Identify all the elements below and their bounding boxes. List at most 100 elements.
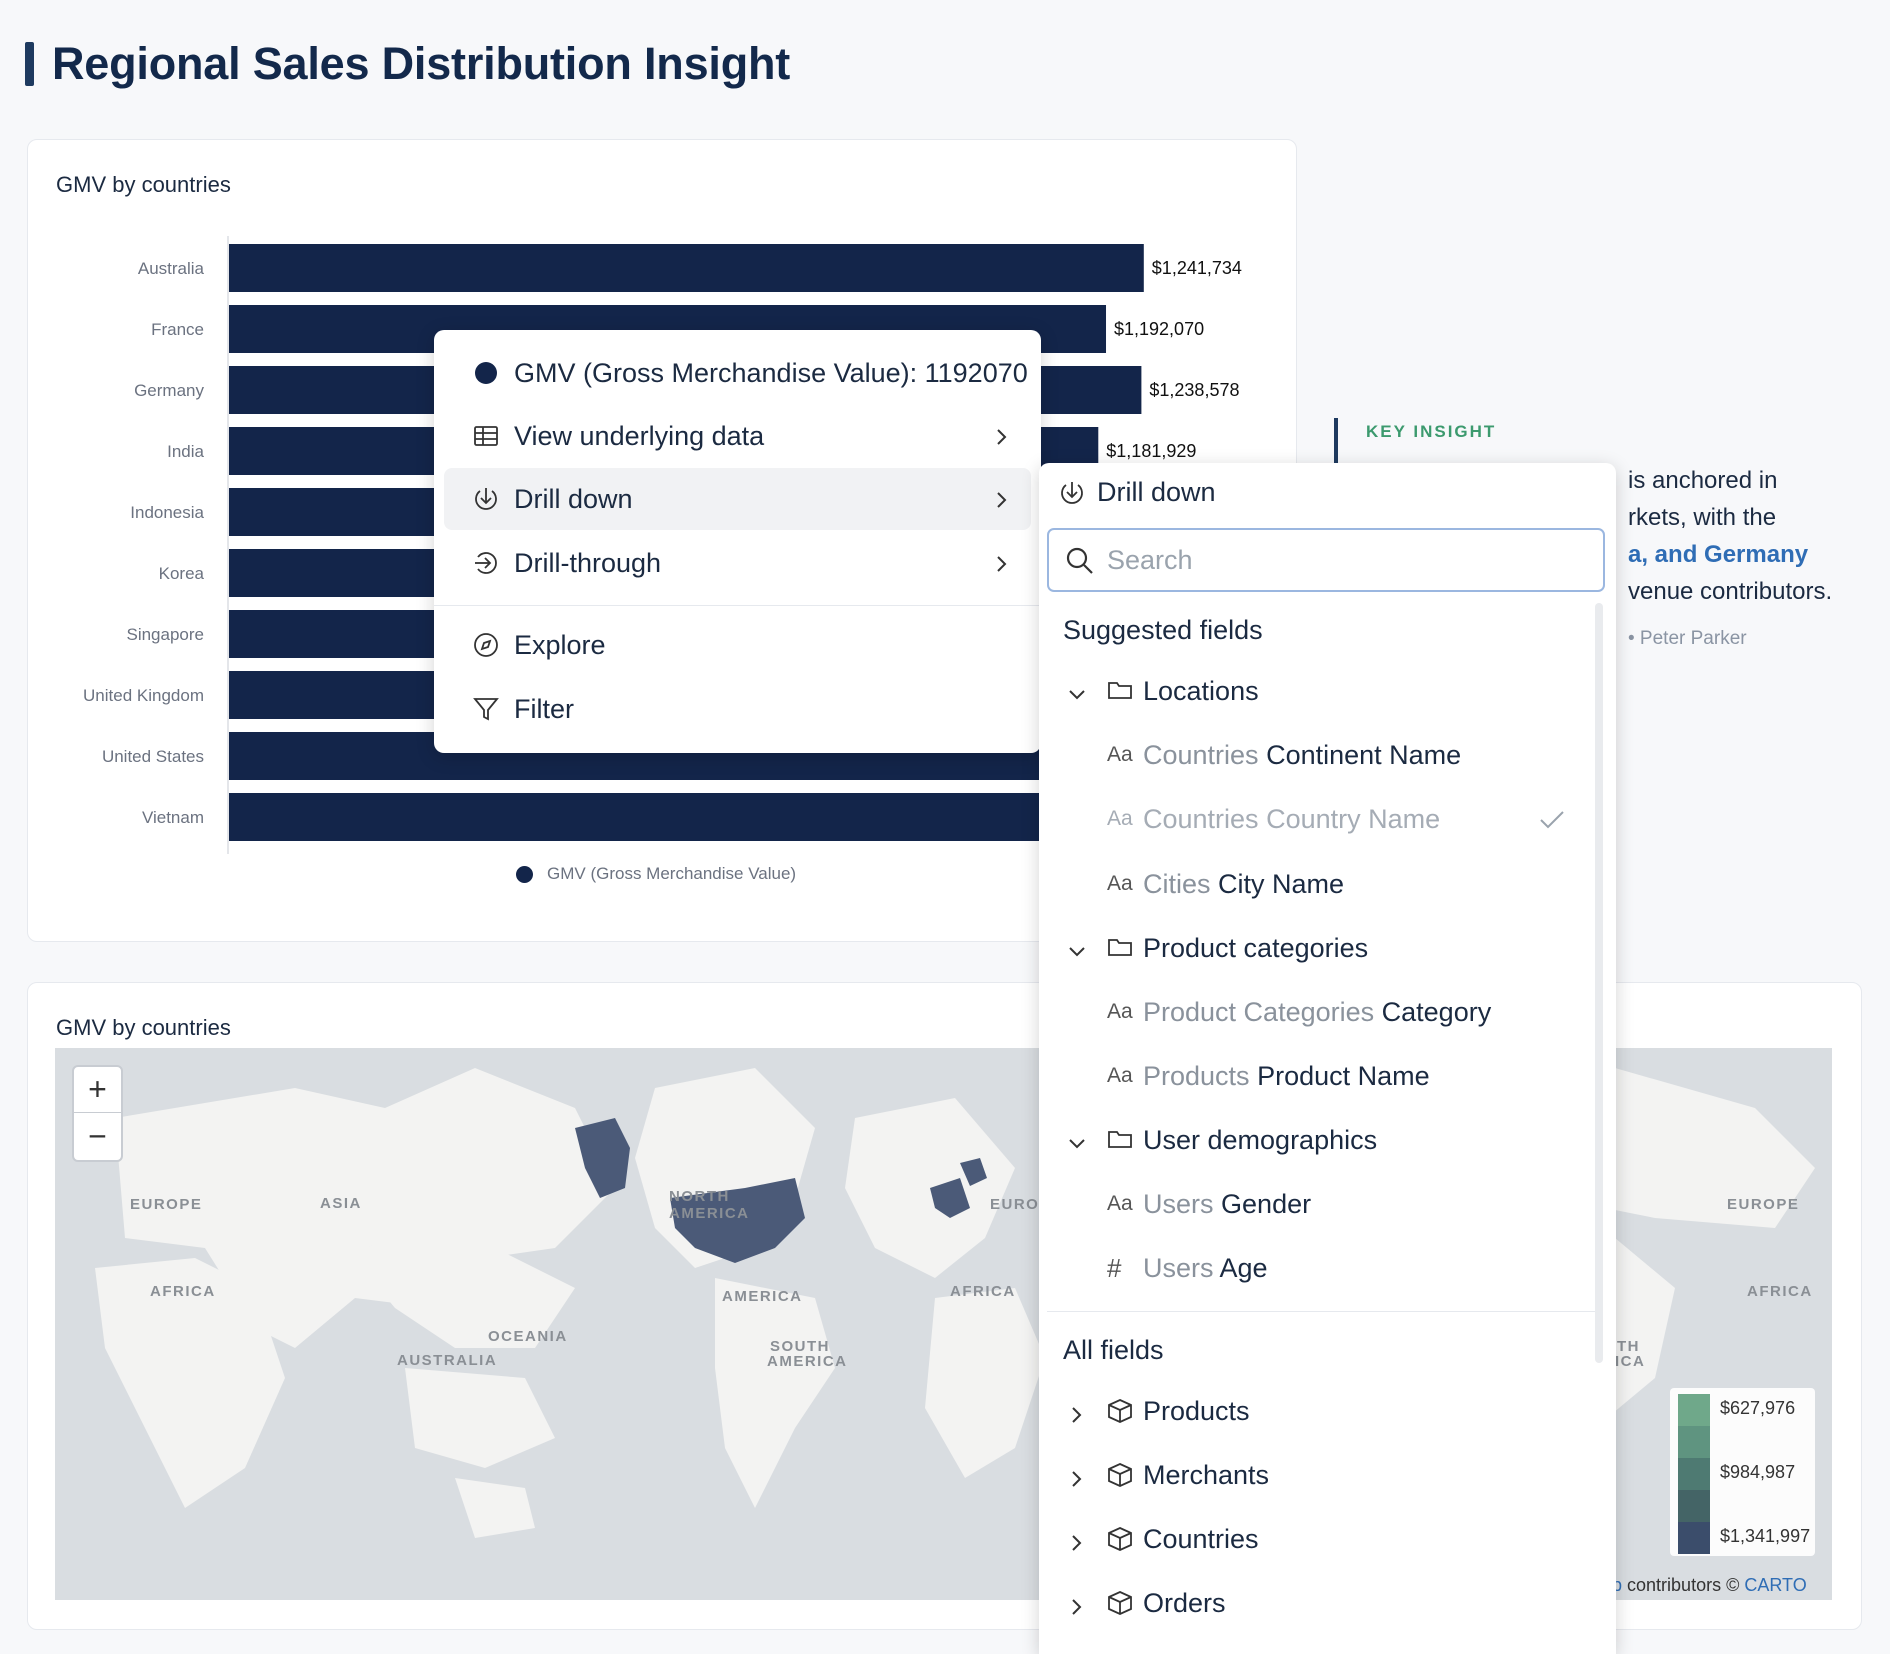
legend-swatch (1678, 1522, 1710, 1554)
insight-line-2: rkets, with the (1628, 504, 1777, 531)
cube-icon (1107, 1526, 1133, 1559)
text-type-icon: Aa (1107, 807, 1133, 830)
zoom-in-button[interactable]: + (74, 1067, 121, 1113)
page-title-text: Regional Sales Distribution Insight (52, 38, 791, 89)
bar[interactable] (229, 793, 1074, 841)
y-tick-label: United States (102, 747, 204, 766)
folder-icon (1107, 678, 1133, 709)
y-tick-label: France (151, 320, 204, 339)
field-label: Users Age (1143, 1253, 1268, 1283)
model-label: Countries (1143, 1524, 1259, 1554)
cube-icon (1107, 1462, 1133, 1495)
text-type-icon: Aa (1107, 743, 1133, 766)
page-title: Regional Sales Distribution Insight (25, 38, 790, 90)
menu-item-drill-down[interactable]: Drill down (444, 468, 1031, 530)
map-label: OCEANIA (488, 1328, 568, 1345)
map-label: AMERICA (722, 1288, 803, 1305)
field-label: Countries Country Name (1143, 804, 1441, 834)
model-products[interactable]: Products (1039, 1383, 1599, 1439)
data-label: $1,192,070 (1114, 319, 1204, 339)
group-label: Locations (1143, 676, 1259, 706)
map-label: AUSTRALIA (397, 1352, 498, 1369)
map-label: ICA (1615, 1353, 1646, 1370)
field-product-name[interactable]: Aa Products Product Name (1039, 1048, 1599, 1104)
carto-link[interactable]: CARTO (1744, 1575, 1807, 1595)
chevron-right-icon (995, 424, 1009, 455)
legend-swatch (1678, 1490, 1710, 1522)
key-insight-text: is anchored in rkets, with the a, and Ge… (1366, 462, 1866, 610)
text-type-icon: Aa (1107, 1064, 1133, 1087)
field-age[interactable]: # Users Age (1039, 1240, 1599, 1296)
y-tick-label: Singapore (126, 625, 204, 644)
search-icon (1065, 546, 1095, 581)
osm-link[interactable]: p (1612, 1575, 1623, 1595)
model-orders[interactable]: Orders (1039, 1575, 1599, 1631)
group-locations[interactable]: Locations (1039, 663, 1599, 719)
key-insight-label: KEY INSIGHT (1366, 422, 1497, 441)
menu-item-label: View underlying data (514, 420, 765, 451)
chart-legend[interactable]: GMV (Gross Merchandise Value) (516, 864, 796, 884)
y-tick-label: Germany (134, 381, 204, 400)
text-type-icon: Aa (1107, 872, 1133, 895)
menu-item-label: Explore (514, 629, 606, 660)
search-input[interactable] (1107, 544, 1577, 576)
y-tick-label: Vietnam (142, 808, 204, 827)
menu-item-filter[interactable]: Filter (444, 678, 1031, 740)
chevron-down-icon (1067, 938, 1087, 969)
menu-item-label: Drill-through (514, 547, 662, 578)
field-search[interactable] (1047, 528, 1605, 592)
series-dot-icon (472, 359, 500, 387)
drill-through-icon (472, 549, 500, 577)
drill-down-panel: Drill down Suggested fields Locations Aa… (1039, 463, 1616, 1654)
text-type-icon: Aa (1107, 1192, 1133, 1215)
menu-item-drill-through[interactable]: Drill-through (444, 532, 1031, 594)
key-insight: KEY INSIGHT is anchored in rkets, with t… (1334, 418, 1854, 658)
context-menu-header: GMV (Gross Merchandise Value): 1192070 (444, 342, 1031, 404)
group-product-categories[interactable]: Product categories (1039, 920, 1599, 976)
map-label: EUROPE (1727, 1196, 1800, 1213)
data-label: $1,241,734 (1152, 258, 1242, 278)
legend-swatch (1678, 1426, 1710, 1458)
zoom-out-button[interactable]: − (88, 1117, 107, 1154)
model-merchants[interactable]: Merchants (1039, 1447, 1599, 1503)
map-label: TH (1617, 1338, 1640, 1355)
cube-icon (1107, 1398, 1133, 1431)
group-label: User demographics (1143, 1125, 1378, 1155)
bar[interactable] (229, 244, 1144, 292)
menu-divider (434, 605, 1041, 606)
field-continent-name[interactable]: Aa Countries Continent Name (1039, 727, 1599, 783)
all-fields-heading: All fields (1063, 1335, 1164, 1365)
model-label: Orders (1143, 1588, 1226, 1618)
y-tick-label: United Kingdom (83, 686, 204, 705)
chevron-right-icon (995, 487, 1009, 518)
panel-divider (1047, 1311, 1595, 1312)
field-category[interactable]: Aa Product Categories Category (1039, 984, 1599, 1040)
field-gender[interactable]: Aa Users Gender (1039, 1176, 1599, 1232)
context-menu: GMV (Gross Merchandise Value): 1192070 V… (434, 330, 1041, 753)
chevron-right-icon (1067, 1529, 1087, 1560)
legend-swatch (1678, 1394, 1710, 1426)
model-countries[interactable]: Countries (1039, 1511, 1599, 1567)
compass-icon (472, 631, 500, 659)
field-label: Products Product Name (1143, 1061, 1430, 1091)
field-label: Product Categories Category (1143, 997, 1492, 1027)
table-icon (472, 422, 500, 450)
legend-dot (516, 865, 533, 883)
map-title: GMV by countries (56, 1015, 231, 1040)
field-city-name[interactable]: Aa Cities City Name (1039, 856, 1599, 912)
bar-chart-title: GMV by countries (56, 172, 231, 197)
y-tick-label: Australia (138, 259, 205, 278)
menu-item-explore[interactable]: Explore (444, 614, 1031, 676)
drill-down-icon (1061, 481, 1083, 504)
group-user-demographics[interactable]: User demographics (1039, 1112, 1599, 1168)
chevron-right-icon (1067, 1593, 1087, 1624)
map-attribution: p contributors © CARTO (1612, 1575, 1807, 1596)
folder-icon (1107, 1127, 1133, 1158)
scrollbar[interactable] (1595, 603, 1603, 1363)
chevron-right-icon (1067, 1401, 1087, 1432)
legend-swatch (1678, 1458, 1710, 1490)
drill-down-icon (472, 485, 500, 513)
y-tick-label: Korea (159, 564, 205, 583)
field-country-name[interactable]: Aa Countries Country Name (1039, 791, 1599, 847)
menu-item-view-underlying-data[interactable]: View underlying data (444, 405, 1031, 467)
